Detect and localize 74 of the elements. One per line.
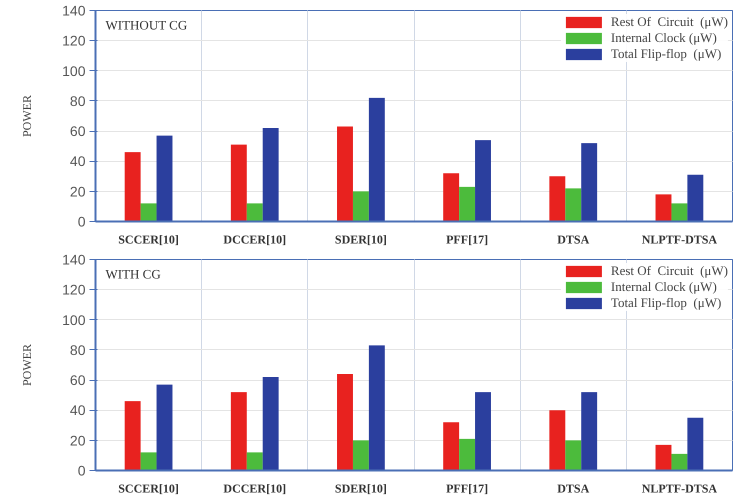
bar [230,144,247,222]
x-tick-label: PFF[17] [446,232,488,246]
bar [565,440,582,470]
x-tick-label: DTSA [557,482,590,496]
legend-label: Internal Clock (μW) [610,30,717,46]
legend-label: Rest Of Circuit (μW) [610,263,728,279]
bar [459,438,476,470]
x-tick-label: PFF[17] [446,482,488,496]
x-tick-label: NLPTF-DTSA [642,482,718,496]
x-tick-label: NLPTF-DTSA [642,232,718,246]
annotation: WITH CG [106,266,161,282]
y-tick-label: 60 [70,372,86,388]
y-tick-label: 120 [62,32,86,49]
bar [443,422,460,470]
bar [230,392,247,470]
bar [581,143,598,222]
y-tick-label: 100 [62,62,86,79]
y-tick-label: 60 [70,123,86,140]
bar [656,444,672,470]
legend-label: Total Flip-flop (μW) [610,295,722,311]
x-tick-label: SDER[10] [334,232,387,246]
legend-label: Total Flip-flop (μW) [610,46,722,62]
y-axis-title: POWER [20,95,34,137]
bar [352,440,369,470]
y-tick-label: 140 [62,2,86,18]
bar [671,454,688,470]
bar [443,173,460,222]
y-tick-label: 80 [70,92,86,109]
bar [262,128,279,222]
bar [337,374,353,470]
bar [565,188,582,222]
bar [140,203,157,222]
bar [687,418,704,470]
bar [352,191,369,222]
bar [581,392,598,470]
x-tick-label: SCCER[10] [118,232,179,246]
annotation: WITHOUT CG [106,18,188,32]
x-tick-label: SCCER[10] [118,482,179,496]
bar [549,410,566,470]
y-tick-label: 80 [70,342,86,358]
y-tick-label: 0 [78,462,86,478]
y-tick-label: 120 [62,282,86,298]
y-tick-label: 40 [70,402,86,418]
legend-label: Rest Of Circuit (μW) [610,14,728,30]
bar [156,136,172,222]
y-tick-label: 20 [70,183,86,200]
x-tick-label: DCCER[10] [223,232,286,246]
bar [656,194,672,222]
bar [368,98,385,222]
bar [475,140,491,222]
y-tick-label: 100 [62,312,86,328]
legend-label: Internal Clock (μW) [610,279,717,295]
y-axis-title: POWER [20,344,34,386]
bar [368,345,385,470]
bar [459,186,476,222]
x-tick-label: DTSA [557,232,590,246]
bar [337,126,353,222]
bar [549,176,566,222]
bar [671,203,688,222]
bar [475,392,491,470]
bar [246,203,263,222]
bar [124,152,141,222]
bar [262,377,279,470]
y-tick-label: 0 [78,214,86,230]
y-tick-label: 20 [70,432,86,448]
y-tick-label: 140 [62,252,86,268]
x-tick-label: DCCER[10] [223,482,286,496]
y-tick-label: 40 [70,153,86,170]
bar [246,452,263,470]
bar [687,174,704,222]
bar [156,384,172,470]
x-tick-label: SDER[10] [334,482,387,496]
bar [124,401,141,470]
bar [140,452,157,470]
